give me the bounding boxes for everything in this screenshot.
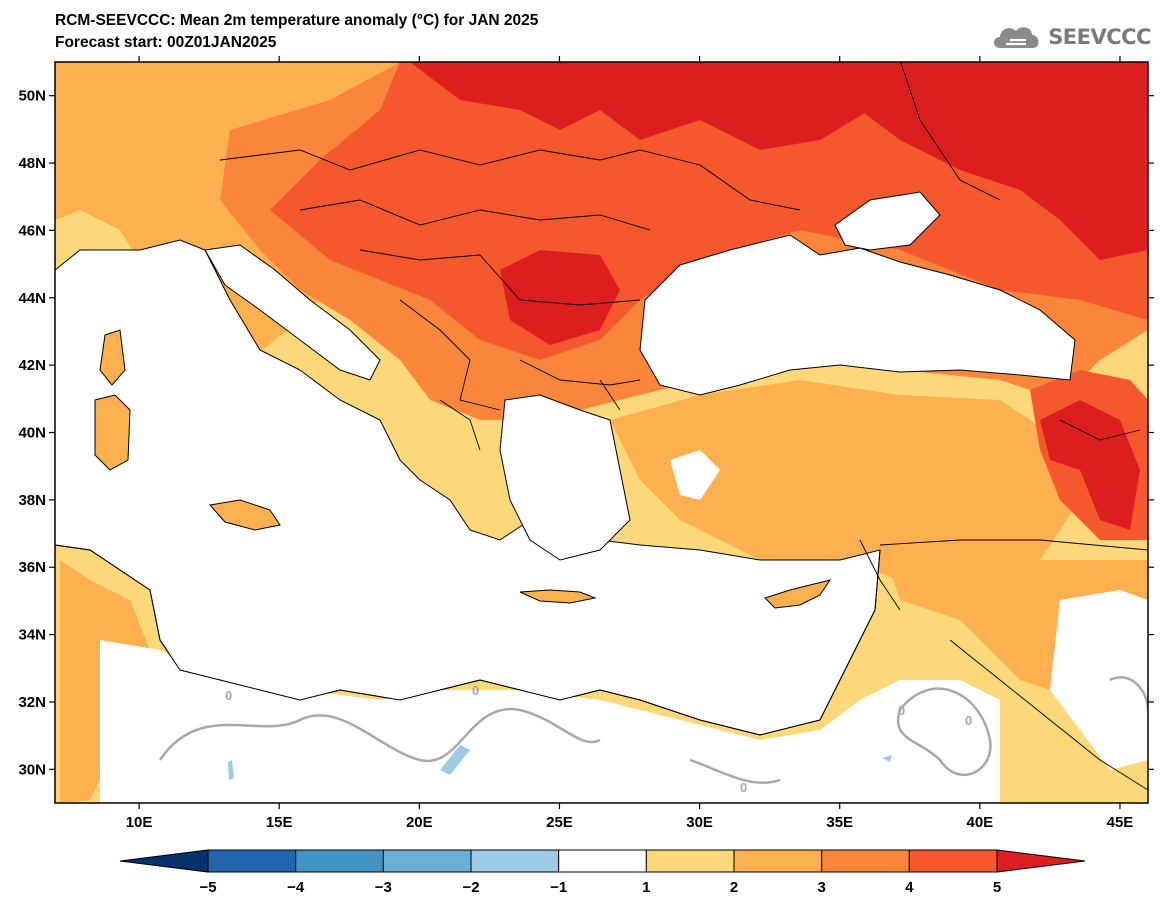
colorbar-segment (470, 849, 560, 873)
colorbar-segment (382, 849, 472, 873)
contour-label-arabia-west: 0 (898, 703, 905, 718)
lon-tick-label: 40E (966, 814, 993, 831)
colorbar-tick-label: 1 (642, 879, 650, 896)
colorbar-tick-label: 2 (730, 879, 738, 896)
anomaly-core-gt5-armenia (1040, 400, 1140, 530)
longitude-axis: 10E 15E 20E 25E 30E 35E 40E 45E (126, 56, 1134, 831)
lon-tick-label: 35E (826, 814, 853, 831)
anomaly-core-gt5-romania (500, 250, 620, 345)
colorbar-tick-label: 3 (817, 879, 825, 896)
colorbar-segment (733, 849, 823, 873)
corsica (99, 329, 126, 386)
anomaly-core-gt5-russia (860, 62, 1148, 260)
latitude-axis: 50N 48N 46N 44N 42N 40N 38N 36N 34N 32N 30N (18, 88, 1154, 778)
zero-contour-libya (158, 707, 601, 763)
colorbar-tick-label: −1 (550, 879, 567, 896)
cyprus (764, 579, 832, 609)
lat-tick-label: 30N (18, 761, 46, 778)
colorbar-segment (645, 849, 735, 873)
colorbar: −5 −4 −3 −2 −1 1 2 3 4 5 (119, 849, 1086, 896)
coastlines (55, 544, 881, 736)
country-borders (219, 62, 1148, 791)
lon-tick-label: 20E (406, 814, 433, 831)
crete (519, 589, 597, 604)
black-sea (639, 234, 1076, 396)
lon-tick-label: 25E (546, 814, 573, 831)
sea-of-azov (834, 191, 941, 251)
colorbar-segment (908, 849, 998, 873)
anomaly-band-1-2-anatolia (670, 450, 720, 500)
colorbar-tick-label: −3 (375, 879, 392, 896)
colorbar-lower-extension (119, 849, 209, 873)
forecast-start-subtitle: Forecast start: 00Z01JAN2025 (55, 34, 277, 51)
zero-contour-egypt (689, 758, 781, 784)
lon-tick-label: 10E (126, 814, 153, 831)
lon-tick-label: 30E (686, 814, 713, 831)
lat-tick-label: 34N (18, 627, 46, 644)
colorbar-tick-label: −4 (287, 879, 305, 896)
seevccc-logo: SEEVCCC (990, 22, 1151, 52)
map-title: RCM-SEEVCCC: Mean 2m temperature anomaly… (55, 12, 539, 29)
sardinia (94, 394, 131, 471)
anomaly-band-neg-sicily-south (228, 760, 234, 780)
colorbar-upper-extension (996, 849, 1086, 873)
adriatic-sea (204, 244, 381, 381)
contour-label-arabia-east: 0 (965, 713, 972, 728)
lat-tick-label: 40N (18, 425, 46, 442)
contour-label-egypt: 0 (472, 683, 479, 698)
colorbar-tick-label: −5 (199, 879, 216, 896)
colorbar-tick-label: 5 (993, 879, 1001, 896)
anomaly-band-2-3-anatolia (610, 380, 1080, 600)
colorbar-segment (295, 849, 384, 873)
lat-tick-label: 50N (18, 88, 46, 105)
anomaly-band-1-2-arabia (1050, 590, 1148, 770)
contour-label-libya: 0 (225, 688, 232, 703)
anomaly-band-neg-libya (440, 745, 470, 775)
lat-tick-label: 46N (18, 222, 46, 239)
anomaly-core-gt5-ukraine (410, 62, 880, 150)
lat-tick-label: 38N (18, 492, 46, 509)
anomaly-band-neg-arabia (882, 755, 892, 762)
lon-tick-label: 15E (266, 814, 293, 831)
lat-tick-label: 44N (18, 290, 46, 307)
lat-tick-label: 32N (18, 694, 46, 711)
lat-tick-label: 42N (18, 357, 46, 374)
sicily (209, 499, 281, 531)
colorbar-segment (558, 849, 647, 873)
colorbar-segment (821, 849, 910, 873)
contour-label-egypt-east: 0 (740, 780, 747, 795)
colorbar-tick-label: 4 (905, 879, 914, 896)
zero-contour-arabia (896, 687, 992, 777)
colorbar-tick-label: −2 (462, 879, 479, 896)
aegean-sea (499, 394, 631, 561)
lon-tick-label: 45E (1107, 814, 1134, 831)
logo-text: SEEVCCC (1048, 25, 1151, 49)
cloud-icon (994, 27, 1039, 48)
lat-tick-label: 48N (18, 155, 46, 172)
colorbar-segment (207, 849, 297, 873)
lat-tick-label: 36N (18, 559, 46, 576)
